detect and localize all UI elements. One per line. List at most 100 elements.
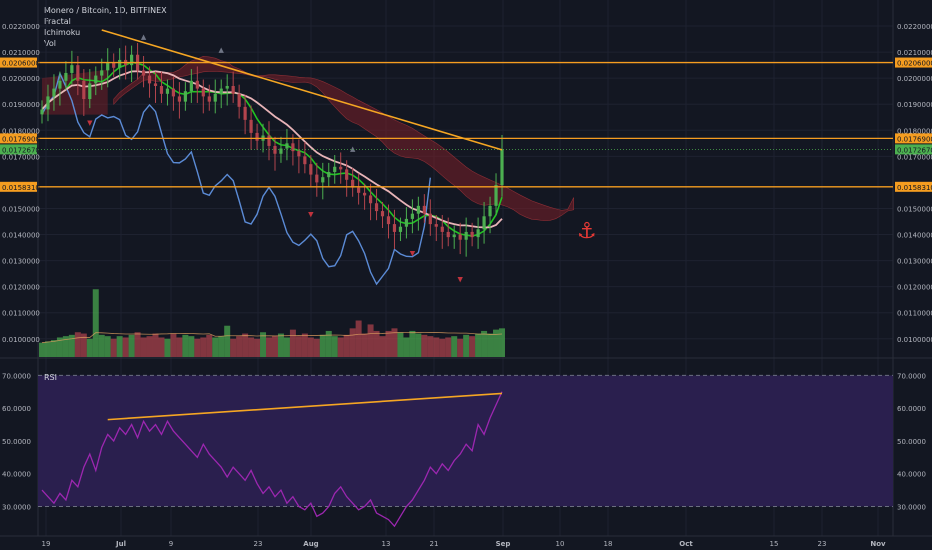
candle-body [458,234,462,240]
candle-body [416,205,420,214]
price-tick-label-left: 0.0210000 [2,49,40,57]
candle-body [171,88,176,97]
volume-bar [463,334,470,357]
candle-body [46,96,50,110]
volume-bar [367,324,374,357]
price-highlight-box [0,57,37,68]
candle-body [321,177,325,183]
volume-bar [325,330,332,357]
price-highlight-label: 0.0176900 [2,135,40,143]
chikou-line [41,71,432,286]
price-tick-label-right: 0.0170000 [897,153,932,161]
fractal-marker: ▼ [410,249,416,257]
candle-body [243,106,247,120]
candle-body [231,85,235,94]
candle-body [410,213,414,219]
time-tick-label: 15 [770,540,779,548]
candle-body [386,216,391,225]
indicator-ichimoku[interactable]: Ichimoku [44,28,81,37]
candle-body [130,54,134,66]
candle-body [195,80,199,89]
candle-body [470,231,474,238]
volume-bar [254,338,261,357]
volume-bar [158,337,165,357]
candle-body [327,171,331,178]
price-tick-label-left: 0.0220000 [2,23,40,31]
price-highlight-label: 0.0158310 [2,184,40,192]
indicator-fractal[interactable]: Fractal [44,17,71,26]
volume-bar [409,330,416,357]
price-tick-label-right: 0.0110000 [897,310,932,318]
candle-body [392,224,397,232]
chart-legend: Monero / Bitcoin, 1D, BITFINEX Fractal I… [44,5,167,49]
volume-bar [289,329,296,357]
candle-body [201,88,205,97]
volume-bar [104,336,111,357]
volume-bar [469,336,476,357]
volume-bar [212,337,219,357]
price-highlight-box [895,144,932,155]
volume-bar [277,333,284,357]
price-tick-label-left: 0.0200000 [2,75,40,83]
volume-bar [313,338,320,357]
volume-bar [98,334,105,357]
volume-bar [74,332,81,357]
volume-bar [248,337,255,357]
price-tick-label-left: 0.0170000 [2,153,40,161]
volume-bar [475,333,482,357]
volume-bar [92,289,99,357]
volume-bar [128,334,135,357]
rsi-tick-label-left: 50.0000 [2,438,31,446]
volume-bar [194,338,201,357]
price-highlight-label: 0.0172670 [2,146,40,154]
price-tick-label-right: 0.0190000 [897,101,932,109]
candle-body [285,143,289,149]
rsi-tick-label-right: 60.0000 [897,405,926,413]
price-highlight-label: 0.0158310 [897,184,932,192]
time-tick-label: 10 [556,540,565,548]
price-tick-label-right: 0.0220000 [897,23,932,31]
rsi-tick-label-left: 40.0000 [2,471,31,479]
candle-body [255,132,259,141]
candle-body [94,75,98,84]
price-tick-label-right: 0.0120000 [897,284,932,292]
price-highlight-box [895,57,932,68]
time-tick-label: 23 [254,540,263,548]
candle-body [82,80,86,100]
candle-body [452,234,456,238]
volume-bar [242,333,249,357]
volume-bar [50,340,57,357]
candle-body [58,80,62,89]
volume-bar [44,341,51,357]
rsi-line [41,391,503,528]
candle-body [189,80,193,92]
volume-bar [68,334,75,357]
price-tick-label-left: 0.0130000 [2,258,40,266]
indicator-vol[interactable]: Vol [44,39,56,48]
volume-bar [397,332,404,357]
price-trendline [101,29,503,151]
volume-bar [421,334,428,357]
candle-body [249,119,253,133]
price-highlight-label: 0.0172670 [897,146,932,154]
volume-bar [481,330,488,357]
volume-bar [260,332,267,357]
time-tick-label: 19 [42,540,51,548]
candle-body [267,135,271,146]
candle-body [500,149,504,186]
price-highlight-label: 0.0176900 [897,135,932,143]
volume-bar [266,337,273,357]
volume-bar [331,336,338,357]
candle-body [476,229,480,238]
volume-bar [361,333,368,357]
candle-body [112,62,116,68]
price-highlight-label: 0.0206000 [2,60,40,68]
candle-body [362,192,367,196]
time-tick-label: Oct [679,540,693,548]
volume-bar [337,337,344,357]
candle-body [100,70,104,76]
rsi-label: RSI [44,373,57,382]
candle-body [219,88,223,94]
volume-bar [230,338,237,357]
